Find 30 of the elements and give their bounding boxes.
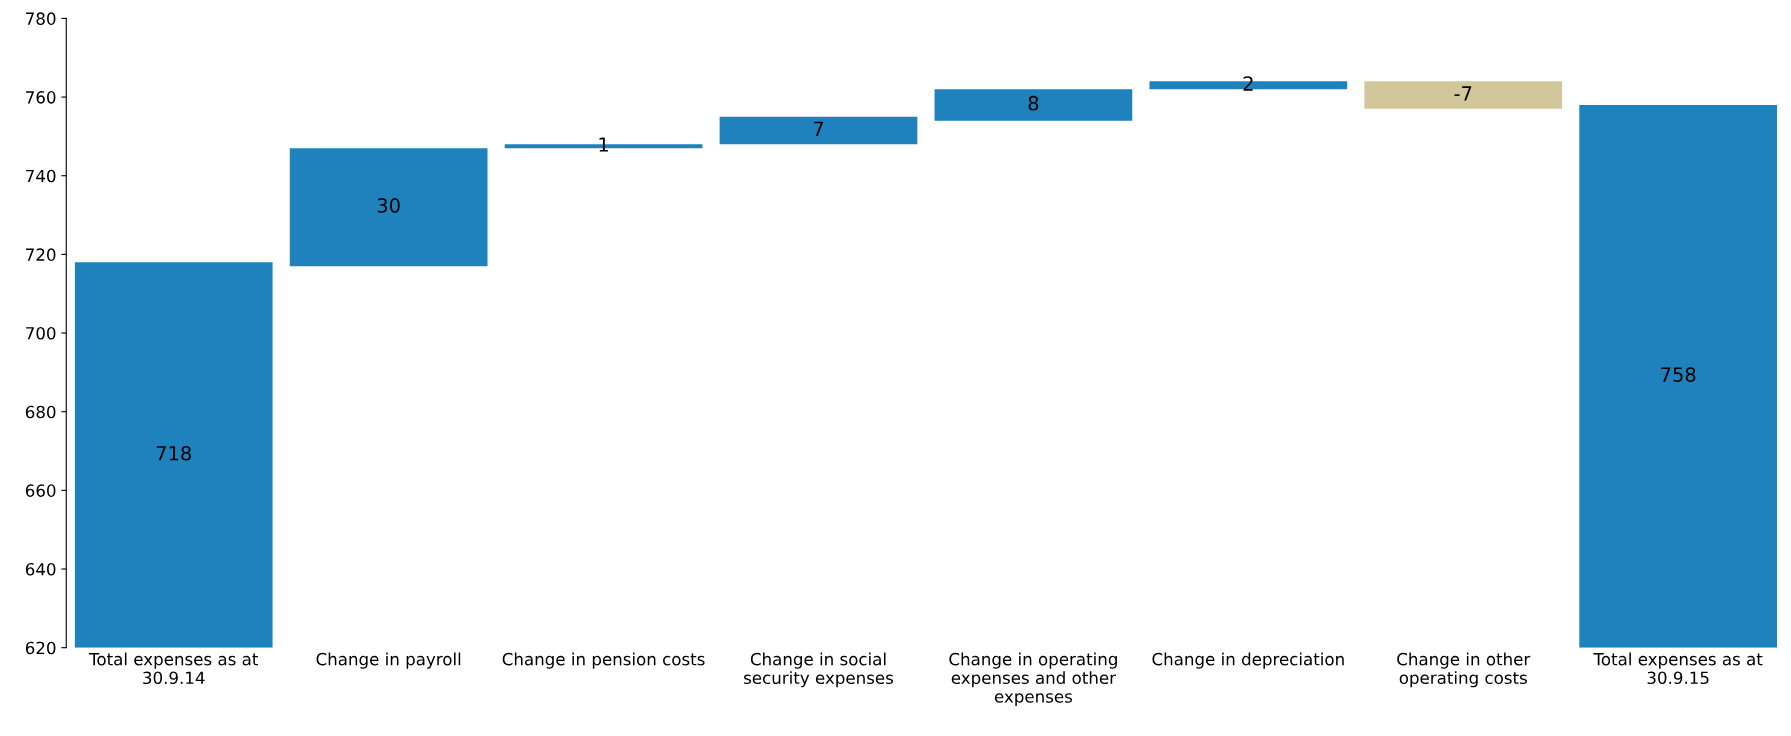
x-tick-label: Change in other operating costs [1397, 652, 1531, 688]
x-tick-label: Change in pension costs [502, 652, 705, 669]
bar [289, 148, 488, 267]
data-label: 758 [1661, 367, 1696, 382]
x-tick-label: Total expenses as at 30.9.14 [89, 652, 258, 685]
bar [719, 116, 918, 145]
bar [934, 89, 1133, 121]
bar [1579, 104, 1778, 648]
x-tick-label: Change in payroll [316, 652, 461, 669]
y-tick-label: 720 [26, 248, 56, 261]
y-tick-label: 680 [25, 405, 56, 419]
y-tick-label: 620 [25, 641, 56, 655]
y-tick-label: 640 [25, 562, 56, 576]
data-label: 1 [599, 137, 608, 152]
data-label: -7 [1454, 86, 1472, 101]
x-tick-label: Change in social security expenses [744, 652, 894, 688]
data-label: 8 [1028, 95, 1039, 111]
data-label: 30 [377, 198, 400, 213]
x-tick-label: Total expenses as at 30.9.15 [1593, 652, 1763, 685]
y-tick-label: 760 [26, 91, 56, 104]
y-tick-label: 780 [26, 12, 56, 25]
y-tick-label: 740 [26, 169, 56, 183]
x-tick-label: Change in operating expenses and other expenses [949, 652, 1117, 706]
bar [74, 262, 273, 648]
y-tick-label: 700 [26, 327, 56, 340]
x-tick-label: Change in depreciation [1152, 652, 1344, 669]
bar [1364, 81, 1563, 109]
data-label: 7 [813, 121, 824, 136]
y-tick-label: 660 [25, 484, 56, 497]
data-label: 718 [156, 445, 191, 461]
